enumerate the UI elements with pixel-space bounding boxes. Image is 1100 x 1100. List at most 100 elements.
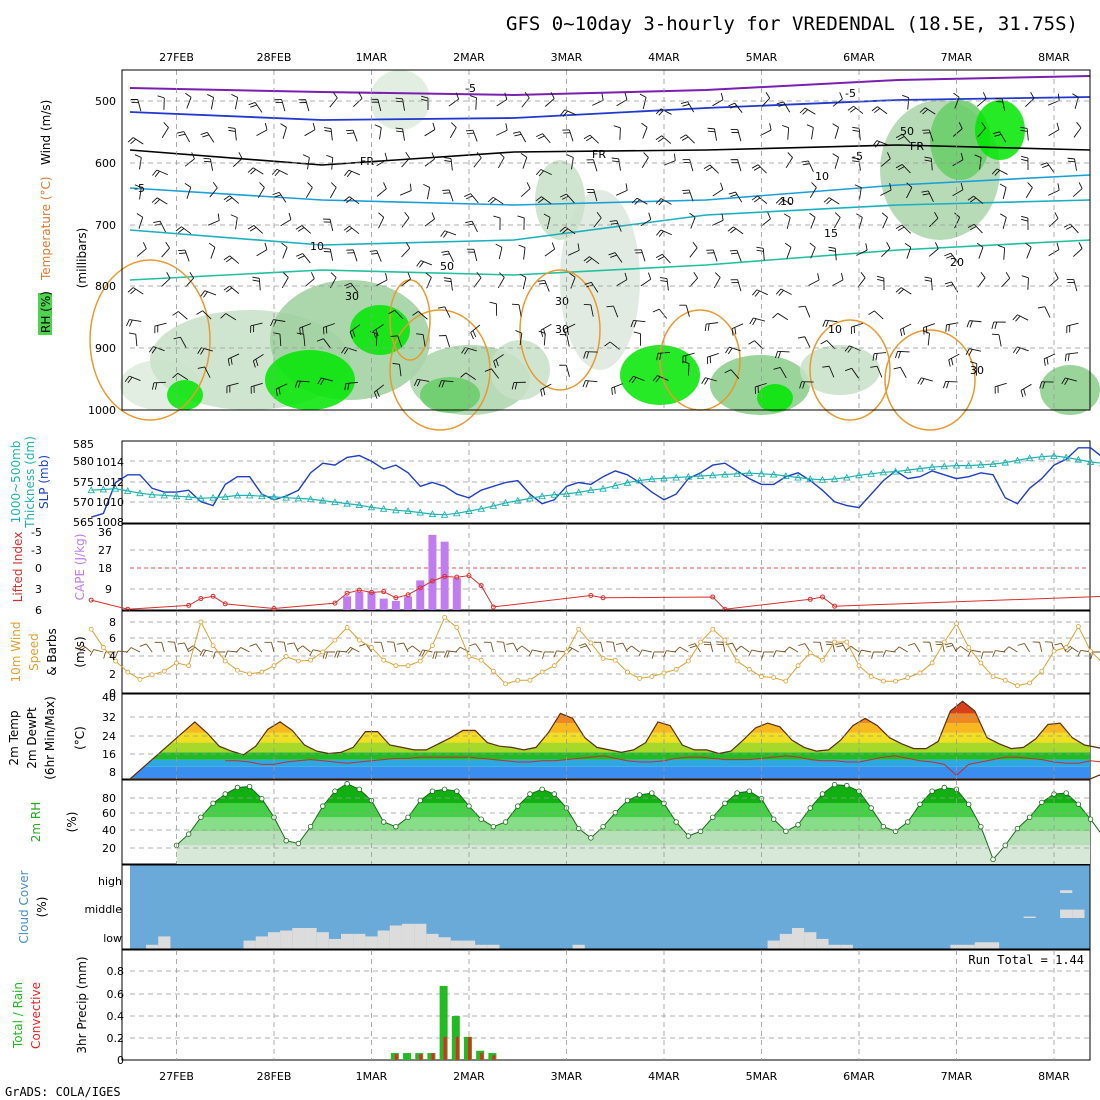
upper-wind-barb [900,367,907,378]
millibars-label: (millibars) [75,228,89,289]
upper-wind-barb-flag [151,382,155,390]
isotherm [129,96,1091,121]
wind10-barb-flag [309,649,314,657]
upper-wind-barb [757,164,767,174]
thickness-marker [989,460,997,468]
thickness-marker [635,476,644,484]
upper-wind-barb-flag [349,331,353,339]
upper-wind-barb [424,129,436,137]
upper-wind-barb-flag [412,311,419,316]
wind-speed-point [880,678,886,684]
upper-wind-barb-flag [375,329,379,337]
upper-wind-barb [329,248,334,261]
upper-wind-barb [978,247,984,259]
upper-wind-barb [737,159,742,172]
upper-wind-barb [420,260,433,266]
wind10-barb-flag [516,645,523,651]
upper-wind-barb-flag [441,250,449,253]
cloud-middle-bar [1072,909,1085,918]
upper-wind-barb [952,159,964,167]
upper-wind-barb-flag [127,376,133,384]
upper-wind-barb-flag [756,246,764,249]
upper-wind-barb-flag [498,152,505,158]
wind-speed-point [515,677,521,683]
upper-wind-barb-flag [230,357,233,365]
upper-wind-barb [542,133,551,144]
upper-wind-barb-flag [316,338,324,342]
upper-wind-barb-flag [124,375,130,382]
upper-wind-barb [472,130,478,142]
thickness-marker [501,498,510,506]
upper-wind-barb-flag [875,141,880,148]
upper-wind-barb [787,127,790,140]
upper-wind-barb [426,187,431,200]
thickness-marker [623,478,632,486]
upper-wind-barb-flag [512,131,520,134]
upper-wind-barb-flag [489,301,497,305]
upper-wind-barb-flag [341,347,346,354]
wind10-barb-flag [835,642,843,646]
upper-wind-barb-flag [281,242,288,248]
upper-wind-barb-flag [679,134,687,139]
upper-wind-barb [256,249,268,257]
thickness-marker [855,471,863,479]
thickness-marker [379,504,388,512]
upper-wind-barb-flag [297,255,305,260]
lifted-index-point [369,589,374,595]
upper-wind-barb-flag [378,212,385,218]
upper-wind-barb [994,382,1007,388]
upper-wind-barb [786,217,791,230]
rh-band [176,817,1090,832]
upper-wind-barb-flag [991,333,999,336]
lifted-index-point [393,595,399,601]
wind10-barb [612,642,616,653]
upper-wind-barb-flag [228,129,236,132]
upper-wind-barb-flag [924,159,932,162]
upper-wind-barb-flag [777,351,781,359]
upper-wind-barb [977,127,986,138]
wind-speed-point [1027,680,1033,686]
precip-convective-bar [468,1036,471,1060]
wind10-barb-flag [748,649,753,657]
upper-wind-barb-flag [566,154,574,158]
upper-wind-barb [184,249,190,262]
wind-speed-point [649,674,655,679]
upper-wind-barb-flag [444,157,452,159]
upper-wind-barb-flag [652,308,660,313]
upper-wind-barb [473,157,482,168]
upper-wind-barb-flag [586,351,590,359]
upper-wind-barb-flag [1057,93,1060,101]
thickness-marker [903,466,912,474]
upper-wind-barb-flag [775,351,778,359]
upper-wind-barb [256,129,268,137]
upper-wind-barb-flag [514,382,518,390]
upper-wind-barb-flag [1039,381,1043,389]
axis-tick-label: 80 [102,792,116,805]
contour-label: 30 [970,364,984,377]
wind10-barb-flag [836,644,844,648]
upper-wind-barb [689,277,698,288]
lifted-index-point [490,604,496,610]
upper-wind-barb [712,188,724,197]
upper-wind-barb [475,97,477,110]
cloud-middle-bar [1060,909,1073,918]
lifted-index-point [429,578,435,584]
upper-wind-barb [330,128,333,141]
upper-wind-barb [969,348,982,352]
upper-wind-barb-flag [526,182,531,189]
upper-wind-barb-flag [960,182,964,190]
upper-wind-barb-flag [517,215,525,219]
upper-wind-barb [345,382,359,384]
wind-speed-point [490,668,496,674]
thickness-marker [1001,458,1010,466]
upper-wind-barb [276,168,288,175]
thickness-marker [794,473,802,481]
upper-wind-barb [753,317,765,322]
upper-wind-barb-flag [655,108,662,115]
wind10-barb [666,650,677,653]
upper-wind-barb [590,304,594,317]
upper-wind-barb-flag [536,133,543,138]
upper-wind-barb-flag [720,182,724,190]
wind10-barb [898,646,908,653]
wind10-barb-flag [202,650,207,657]
